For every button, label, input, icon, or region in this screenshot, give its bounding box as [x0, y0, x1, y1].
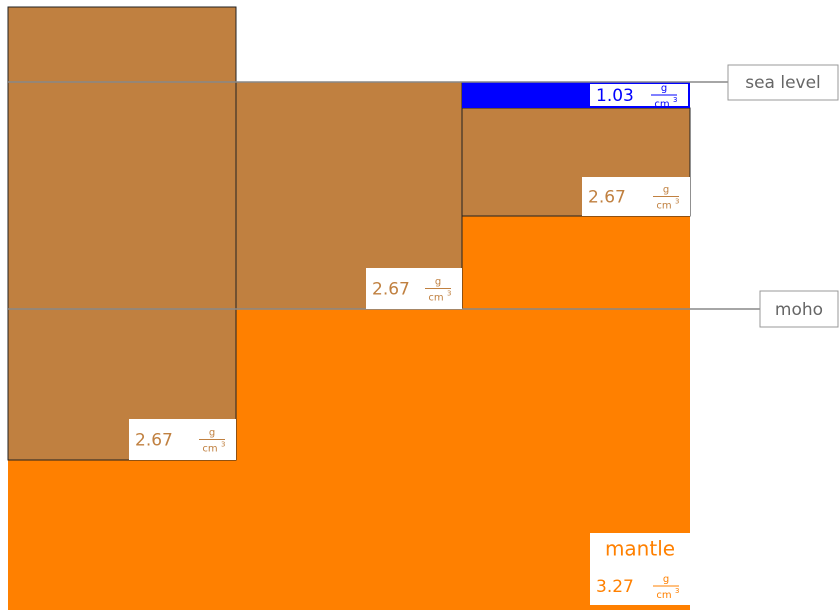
unit-denominator: cm	[656, 590, 671, 601]
density-box	[590, 84, 688, 106]
unit-exponent: 3	[447, 290, 451, 298]
unit-denominator: cm	[654, 99, 669, 110]
unit-exponent: 3	[673, 96, 677, 104]
unit-exponent: 3	[221, 441, 225, 449]
sea-level-label: sea level	[745, 73, 821, 93]
sea-level-box	[727, 64, 839, 101]
unit-denominator: cm	[428, 293, 443, 304]
unit-denominator: cm	[656, 201, 671, 212]
unit-exponent: 3	[675, 587, 679, 595]
unit-numerator: g	[661, 83, 667, 94]
mantle-box	[590, 533, 690, 605]
moho-label: moho	[775, 300, 823, 320]
unit-numerator: g	[663, 574, 669, 585]
density-value: 3.27	[596, 577, 634, 597]
density-value: 2.67	[588, 188, 626, 208]
unit-numerator: g	[209, 428, 215, 439]
unit-exponent: 3	[675, 198, 679, 206]
density-value: 2.67	[372, 280, 410, 300]
density-value: 2.67	[135, 431, 173, 451]
moho-box	[759, 290, 839, 328]
unit-numerator: g	[663, 185, 669, 196]
density-value: 1.03	[596, 86, 634, 106]
crust-column-1	[7, 6, 237, 461]
unit-denominator: cm	[202, 444, 217, 455]
unit-numerator: g	[435, 277, 441, 288]
mantle-label: mantle	[605, 537, 675, 561]
